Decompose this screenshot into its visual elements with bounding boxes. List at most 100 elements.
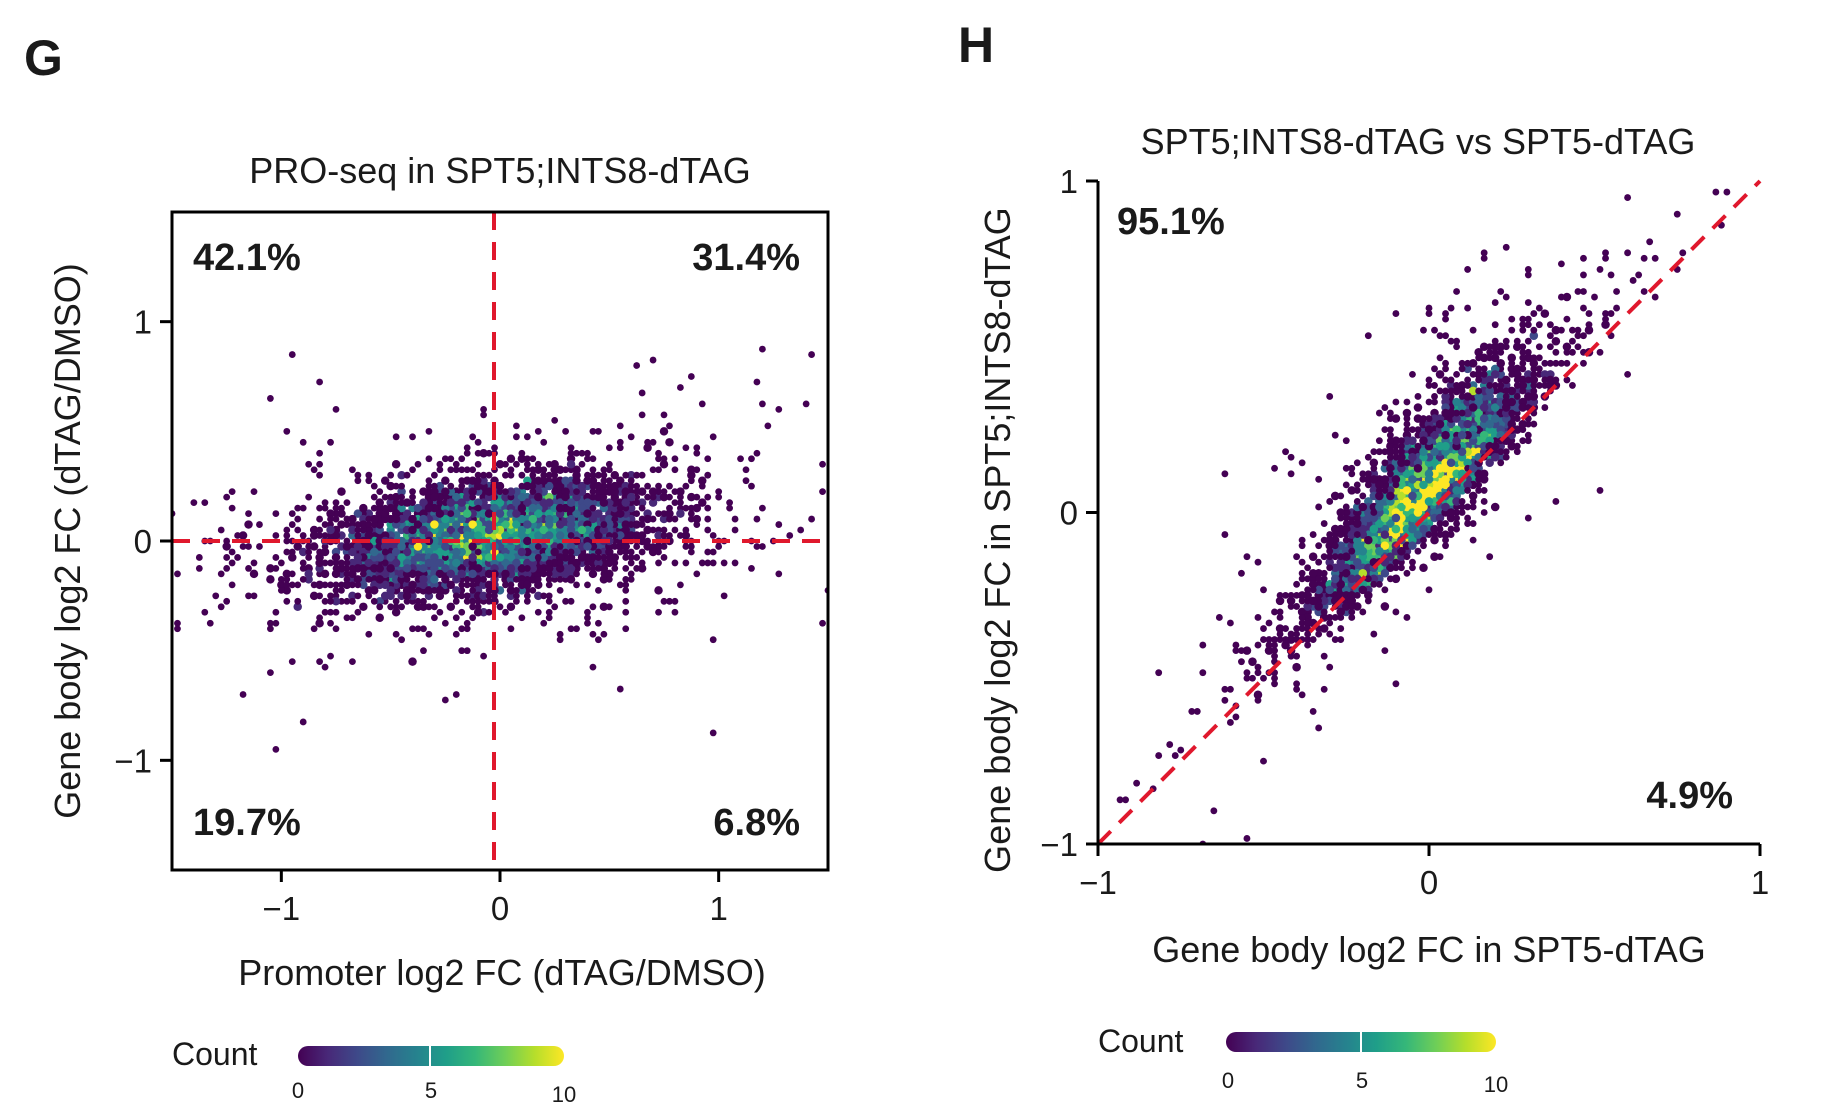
hexbin-cell xyxy=(1474,408,1483,418)
hexbin-cell xyxy=(1286,635,1296,644)
hexbin-cell xyxy=(1392,448,1400,456)
hexbin-cell xyxy=(692,503,702,513)
hexbin-cell xyxy=(627,477,635,485)
hexbin-cell xyxy=(1287,470,1295,478)
hexbin-cell xyxy=(1490,353,1500,363)
hexbin-cell xyxy=(643,542,652,551)
hexbin-cell xyxy=(671,466,679,474)
hexbin-cell xyxy=(1508,326,1516,334)
hexbin-cell xyxy=(321,521,329,528)
hexbin-cell xyxy=(1304,630,1312,638)
hexbin-cell xyxy=(1188,707,1196,715)
hexbin-cell xyxy=(693,449,701,457)
hexbin-cell xyxy=(506,487,516,496)
colorbar-title-h: Count xyxy=(1098,1023,1184,1059)
hexbin-cell xyxy=(1226,719,1234,726)
hexbin-cell xyxy=(283,526,291,534)
hexbin-cell xyxy=(1409,370,1416,378)
x-axis-ticks-h: −1 0 1 xyxy=(1079,844,1769,901)
hexbin-cell xyxy=(1226,685,1234,693)
hexbin-cell xyxy=(1133,779,1141,787)
hexbin-cell xyxy=(228,504,236,512)
hexbin-cell xyxy=(534,580,543,590)
hexbin-cell xyxy=(616,444,624,452)
hexbin-cell xyxy=(283,548,291,556)
hexbin-cell xyxy=(659,492,669,502)
hexbin-cell xyxy=(1392,310,1400,318)
hexbin-cell xyxy=(452,466,460,474)
hexbin-cell xyxy=(1347,486,1357,495)
hexbin-cell xyxy=(544,564,554,573)
hexbin-cell xyxy=(370,504,378,512)
hexbin-cell xyxy=(327,652,334,660)
hexbin-cell xyxy=(1502,453,1510,461)
hexbin-cell xyxy=(1529,375,1539,385)
hexbin-cell xyxy=(1260,625,1267,632)
hexbin-cell xyxy=(1424,486,1434,495)
hexbin-cell xyxy=(473,564,483,573)
hexbin-cell xyxy=(469,581,477,589)
hexbin-cell xyxy=(349,466,356,474)
hexbin-cell xyxy=(1596,265,1604,273)
hexbin-cell xyxy=(391,558,401,568)
hexbin-cell xyxy=(1254,614,1262,621)
hexbin-cell xyxy=(408,514,417,524)
hexbin-cell xyxy=(309,591,319,601)
hexbin-cell xyxy=(1442,365,1449,373)
hexbin-cell xyxy=(1353,531,1361,539)
hexbin-cell xyxy=(584,565,591,572)
hexbin-cell xyxy=(715,543,723,550)
hexbin-cell xyxy=(1265,619,1273,627)
hexbin-cell xyxy=(386,564,395,573)
hexbin-cell xyxy=(458,455,466,463)
hexbin-cell xyxy=(644,493,651,501)
hexbin-cell xyxy=(349,565,356,572)
hexbin-cell xyxy=(1408,513,1417,523)
colorbar-tick-0-h: 0 xyxy=(1222,1068,1234,1093)
hexbin-cell xyxy=(594,481,603,491)
hexbin-cell xyxy=(283,575,291,583)
hexbin-cell xyxy=(528,503,538,513)
hexbin-cell xyxy=(1430,447,1439,457)
hexbin-cell xyxy=(1485,419,1494,429)
hexbin-cell xyxy=(397,503,406,513)
hexbin-cell xyxy=(462,492,472,502)
hexbin-cell xyxy=(458,466,466,474)
hexbin-cell xyxy=(468,569,477,579)
hexbin-cell xyxy=(622,471,630,479)
hexbin-cell xyxy=(1281,640,1290,650)
hexbin-cell xyxy=(298,547,308,557)
hexbin-cell xyxy=(1342,514,1350,522)
hexbin-cell xyxy=(709,729,717,737)
hexbin-cell xyxy=(1364,332,1372,340)
hexbin-cell xyxy=(589,663,597,671)
hexbin-cell xyxy=(1469,498,1477,505)
hexbin-cell xyxy=(1326,663,1334,671)
hexbin-cell xyxy=(1364,575,1372,583)
hexbin-cell xyxy=(1551,325,1561,335)
hexbin-cell xyxy=(638,559,646,567)
hexbin-cell xyxy=(354,532,362,539)
hexbin-cell xyxy=(309,531,319,540)
hexbin-cell xyxy=(566,542,576,551)
hexbin-cell xyxy=(627,548,635,556)
hexbin-cell xyxy=(1293,685,1301,693)
hexbin-cell xyxy=(1392,608,1400,616)
hexbin-cell xyxy=(600,521,608,528)
hexbin-cell xyxy=(561,492,570,502)
hexbin-cell xyxy=(337,487,346,496)
hexbin-cell xyxy=(1298,536,1306,544)
hexbin-cell xyxy=(1271,680,1278,688)
hexbin-cell xyxy=(676,487,685,496)
hexbin-cell xyxy=(605,460,613,468)
hexbin-cell xyxy=(343,614,351,622)
hexbin-cell xyxy=(1452,397,1461,407)
hexbin-cell xyxy=(343,554,351,561)
hexbin-cell xyxy=(327,581,334,589)
hexbin-cell xyxy=(523,498,532,507)
hexbin-cell xyxy=(1276,636,1284,643)
hexbin-cell xyxy=(638,504,646,512)
hexbin-cell xyxy=(1315,630,1323,638)
hexbin-cell xyxy=(1425,304,1433,312)
hexbin-cell xyxy=(573,581,580,589)
